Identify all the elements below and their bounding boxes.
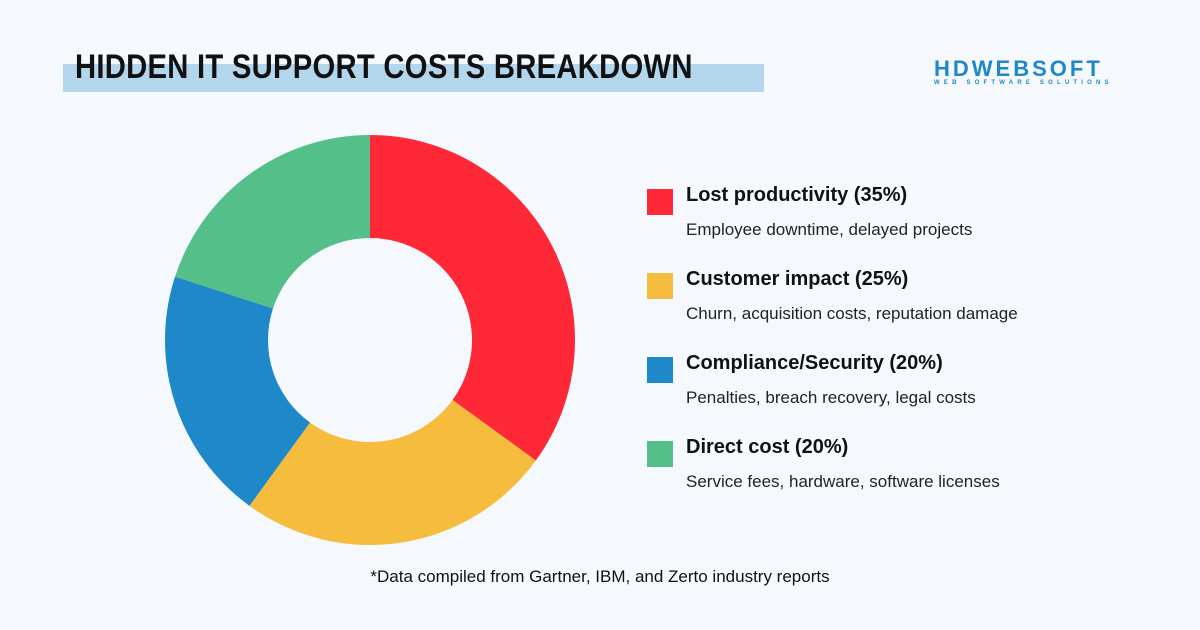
legend-heading: Direct cost (20%) <box>686 436 849 458</box>
page-title: HIDDEN IT SUPPORT COSTS BREAKDOWN <box>75 48 693 86</box>
source-footnote: *Data compiled from Gartner, IBM, and Ze… <box>370 567 830 586</box>
legend-heading: Compliance/Security (20%) <box>686 352 943 374</box>
logo: HDWEBSOFT WEB SOFTWARE SOLUTIONS <box>934 56 1114 86</box>
legend-swatch <box>647 441 673 467</box>
legend-swatch <box>647 189 673 215</box>
legend-description: Employee downtime, delayed projects <box>686 220 973 239</box>
donut-slice-compliance-security <box>165 276 311 506</box>
title-highlight <box>63 64 764 92</box>
logo-sub: WEB SOFTWARE SOLUTIONS <box>934 80 1113 86</box>
legend-description: Churn, acquisition costs, reputation dam… <box>686 304 1018 323</box>
legend-swatch <box>647 357 673 383</box>
legend-heading: Customer impact (25%) <box>686 268 909 290</box>
legend-description: Penalties, breach recovery, legal costs <box>686 388 976 407</box>
donut-slice-direct-cost <box>175 135 370 309</box>
legend-heading: Lost productivity (35%) <box>686 184 908 206</box>
donut-slice-customer-impact <box>249 399 536 545</box>
logo-main: HDWEBSOFT <box>934 56 1103 81</box>
legend-description: Service fees, hardware, software license… <box>686 472 1000 491</box>
donut-slice-lost-productivity <box>370 135 575 461</box>
legend-swatch <box>647 273 673 299</box>
